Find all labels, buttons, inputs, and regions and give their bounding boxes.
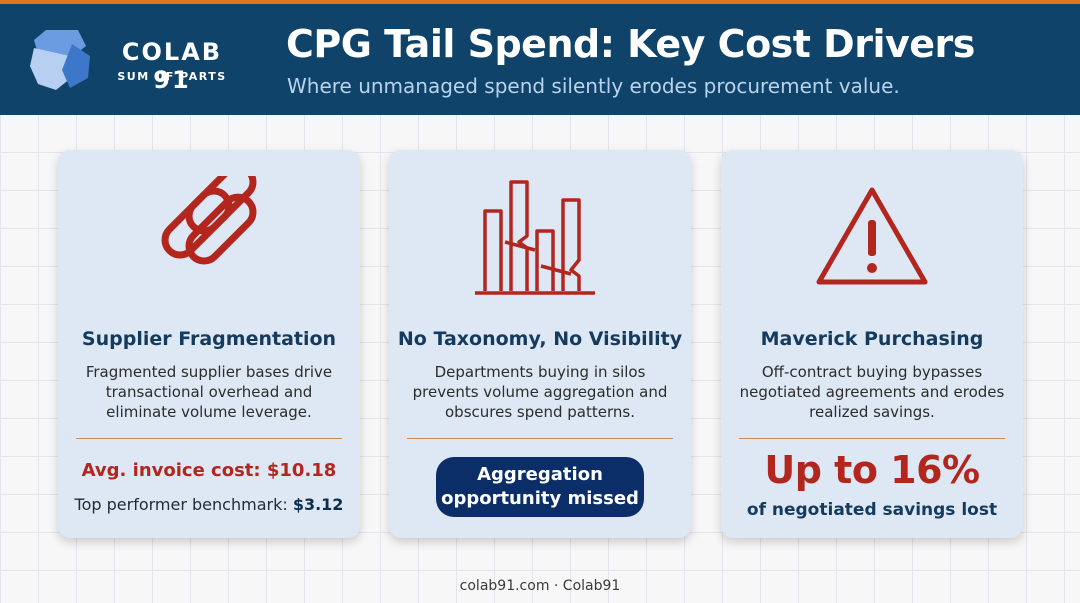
card-no-taxonomy: No Taxonomy, No Visibility Departments b… — [389, 150, 691, 538]
colab91-logo-icon — [30, 30, 90, 90]
card-supplier-fragmentation: Supplier Fragmentation Fragmented suppli… — [58, 150, 360, 538]
benchmark-label: Top performer benchmark: — [74, 495, 288, 514]
header-banner: COLAB 91 SUM OF PARTS CPG Tail Spend: Ke… — [0, 4, 1080, 115]
card-title: No Taxonomy, No Visibility — [397, 328, 683, 350]
avg-invoice-cost: Avg. invoice cost: $10.18 — [81, 460, 337, 481]
badge-line-2: opportunity missed — [441, 488, 639, 509]
page-title: CPG Tail Spend: Key Cost Drivers — [286, 22, 975, 66]
aggregation-badge: Aggregation opportunity missed — [436, 457, 644, 517]
benchmark-line: Top performer benchmark: $3.12 — [58, 495, 360, 514]
benchmark-value: $3.12 — [292, 495, 344, 514]
card-title: Supplier Fragmentation — [81, 328, 337, 350]
broken-bar-chart-icon — [475, 180, 595, 295]
badge-line-1: Aggregation — [477, 464, 603, 485]
card-maverick-purchasing: Maverick Purchasing Off-contract buying … — [721, 150, 1023, 538]
card-divider — [407, 438, 673, 439]
card-divider — [76, 438, 342, 439]
savings-lost-caption: of negotiated savings lost — [746, 500, 998, 520]
footer-credit: colab91.com · Colab91 — [459, 578, 621, 594]
card-divider — [739, 438, 1005, 439]
savings-lost-stat: Up to 16% — [764, 448, 980, 492]
accent-top-bar — [0, 0, 1080, 4]
chain-link-icon — [161, 176, 257, 265]
card-description: Fragmented supplier bases drive transact… — [85, 363, 333, 421]
brand-name: COLAB 91 — [121, 38, 223, 94]
card-description: Off-contract buying bypasses negotiated … — [739, 363, 1005, 421]
brand-tagline: SUM OF PARTS — [117, 70, 227, 83]
card-description: Departments buying in silos prevents vol… — [412, 363, 668, 421]
page-subtitle: Where unmanaged spend silently erodes pr… — [287, 74, 900, 98]
warning-triangle-icon — [816, 187, 928, 285]
card-title: Maverick Purchasing — [760, 328, 984, 350]
